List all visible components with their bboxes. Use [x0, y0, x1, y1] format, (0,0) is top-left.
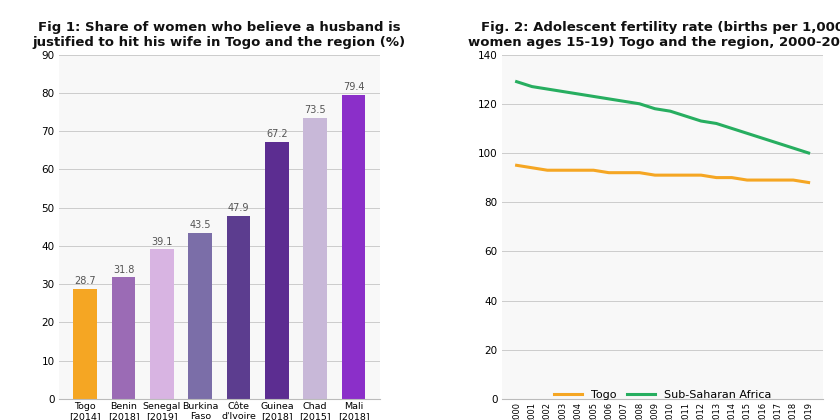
Text: 43.5: 43.5 [190, 220, 211, 230]
Bar [112, 277, 135, 399]
Sub-Saharan Africa [512, 79, 522, 84]
Sub-Saharan Africa [650, 106, 660, 111]
Text: 79.4: 79.4 [343, 82, 365, 92]
Togo [573, 168, 583, 173]
Sub-Saharan Africa [573, 92, 583, 97]
Text: 39.1: 39.1 [151, 237, 172, 247]
Text: 67.2: 67.2 [266, 129, 287, 139]
Togo [588, 168, 598, 173]
Bar [150, 249, 174, 399]
Togo [604, 170, 614, 175]
Togo [527, 165, 537, 170]
Bar [73, 289, 97, 399]
Title: Fig. 2: Adolescent fertility rate (births per 1,000
women ages 15-19) Togo and t: Fig. 2: Adolescent fertility rate (birth… [468, 21, 840, 49]
Sub-Saharan Africa [680, 113, 690, 118]
Sub-Saharan Africa [634, 101, 644, 106]
Togo [543, 168, 553, 173]
Togo [742, 178, 752, 183]
Togo [727, 175, 737, 180]
Sub-Saharan Africa [711, 121, 722, 126]
Sub-Saharan Africa [588, 94, 598, 99]
Togo [804, 180, 814, 185]
Line: Togo: Togo [517, 165, 809, 183]
Togo [788, 178, 798, 183]
Togo [558, 168, 568, 173]
Text: 31.8: 31.8 [113, 265, 134, 275]
Text: 47.9: 47.9 [228, 203, 249, 213]
Line: Sub-Saharan Africa: Sub-Saharan Africa [517, 81, 809, 153]
Togo [665, 173, 675, 178]
Togo [650, 173, 660, 178]
Sub-Saharan Africa [742, 131, 752, 136]
Sub-Saharan Africa [758, 136, 768, 141]
Togo [696, 173, 706, 178]
Sub-Saharan Africa [543, 87, 553, 92]
Legend: Togo, Sub-Saharan Africa: Togo, Sub-Saharan Africa [554, 390, 771, 400]
Sub-Saharan Africa [665, 109, 675, 114]
Togo [773, 178, 783, 183]
Bar [188, 233, 213, 399]
Bar [342, 95, 365, 399]
Sub-Saharan Africa [727, 126, 737, 131]
Text: 73.5: 73.5 [304, 105, 326, 115]
Togo [634, 170, 644, 175]
Sub-Saharan Africa [604, 96, 614, 101]
Togo [512, 163, 522, 168]
Sub-Saharan Africa [804, 150, 814, 155]
Title: Fig 1: Share of women who believe a husband is
justified to hit his wife in Togo: Fig 1: Share of women who believe a husb… [33, 21, 406, 49]
Bar [265, 142, 289, 399]
Text: 28.7: 28.7 [75, 276, 96, 286]
Togo [758, 178, 768, 183]
Sub-Saharan Africa [696, 118, 706, 123]
Sub-Saharan Africa [558, 89, 568, 94]
Sub-Saharan Africa [773, 141, 783, 146]
Sub-Saharan Africa [788, 146, 798, 151]
Togo [680, 173, 690, 178]
Sub-Saharan Africa [619, 99, 629, 104]
Bar [303, 118, 327, 399]
Sub-Saharan Africa [527, 84, 537, 89]
Togo [711, 175, 722, 180]
Bar [227, 216, 250, 399]
Togo [619, 170, 629, 175]
